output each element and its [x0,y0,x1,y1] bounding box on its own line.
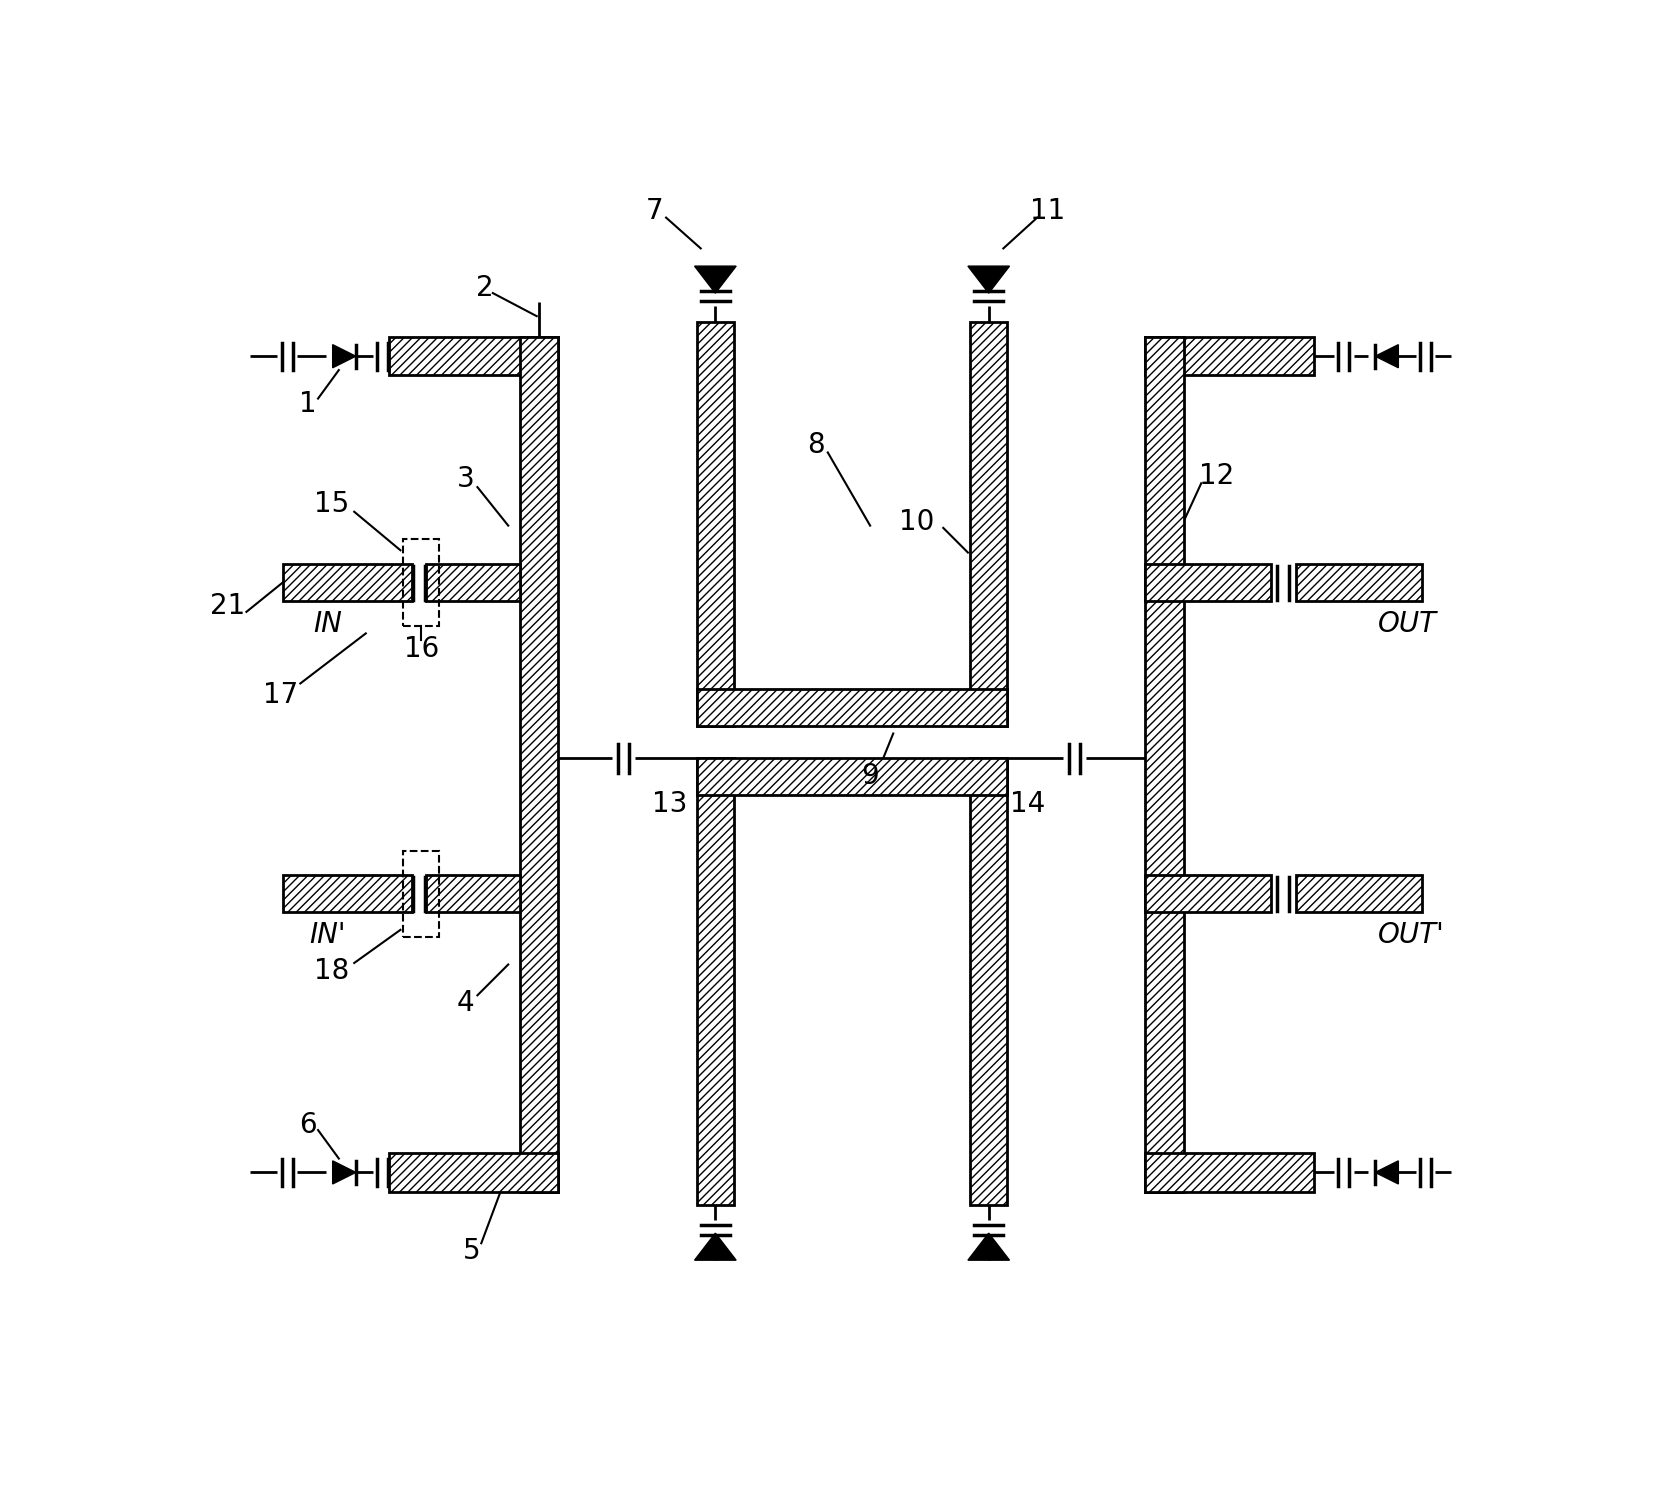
Text: 1: 1 [299,390,317,418]
Bar [698,690,1007,726]
Bar [1296,564,1422,601]
Polygon shape [694,1234,736,1261]
Bar [1144,1153,1314,1192]
Polygon shape [968,267,1010,294]
Text: 16: 16 [404,634,439,663]
Bar [282,875,412,913]
Polygon shape [694,267,736,294]
Bar [698,758,1007,794]
Text: 14: 14 [1010,790,1046,818]
Text: 17: 17 [264,681,299,709]
Bar [389,337,558,375]
Text: 10: 10 [899,508,933,535]
Text: 13: 13 [653,790,688,818]
Text: 4: 4 [457,989,475,1016]
Text: OUT': OUT' [1379,922,1445,949]
Text: IN: IN [312,610,342,639]
Bar [1144,337,1184,1192]
Text: 7: 7 [646,198,663,225]
Text: OUT: OUT [1379,610,1437,639]
Bar [970,322,1007,726]
Bar [402,850,439,937]
Bar [389,1153,558,1192]
Bar [520,337,558,1192]
Bar [282,564,412,601]
Text: 21: 21 [209,592,244,621]
Text: 5: 5 [463,1237,480,1265]
Text: 12: 12 [1199,462,1234,490]
Text: 3: 3 [457,465,475,493]
Bar [698,322,734,726]
Bar [1144,564,1271,601]
Bar [1296,875,1422,913]
Text: 8: 8 [807,430,826,459]
Text: 15: 15 [314,490,349,519]
Bar [425,875,520,913]
Bar [1144,875,1271,913]
Polygon shape [1375,345,1399,367]
Polygon shape [332,1160,355,1184]
Text: 11: 11 [1030,198,1065,225]
Text: 6: 6 [299,1111,317,1139]
Bar [970,758,1007,1205]
Bar [425,564,520,601]
Polygon shape [1375,1160,1399,1184]
Polygon shape [332,345,355,367]
Bar [402,540,439,625]
Text: 18: 18 [314,956,349,985]
Polygon shape [968,1234,1010,1261]
Text: IN': IN' [309,922,345,949]
Text: 9: 9 [862,761,879,790]
Text: 2: 2 [477,274,493,303]
Bar [698,758,734,1205]
Bar [1144,337,1314,375]
